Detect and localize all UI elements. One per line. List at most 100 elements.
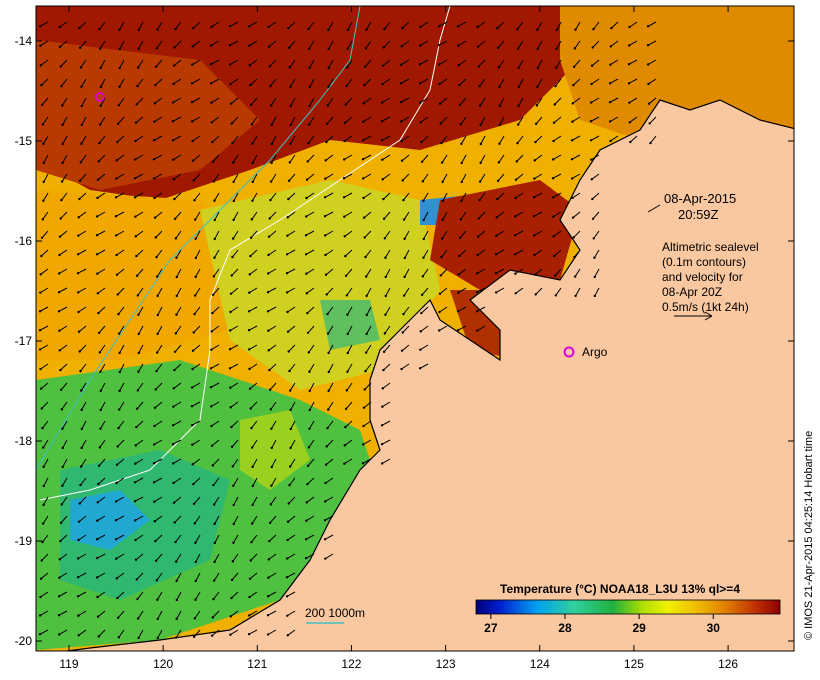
- velocity-arrow: [136, 572, 144, 580]
- velocity-arrow: [213, 496, 220, 505]
- velocity-arrow: [194, 515, 201, 524]
- velocity-arrow: [286, 591, 296, 597]
- velocity-arrow: [172, 458, 182, 464]
- velocity-arrow-head: [136, 389, 140, 392]
- velocity-arrow: [308, 439, 315, 448]
- velocity-arrow: [193, 477, 201, 485]
- velocity-arrow-head: [402, 312, 405, 316]
- velocity-arrow-head: [38, 348, 42, 351]
- velocity-arrow-head: [286, 634, 289, 637]
- velocity-arrow: [325, 173, 334, 180]
- velocity-arrow: [229, 21, 239, 27]
- velocity-arrow: [81, 439, 87, 449]
- velocity-arrow-head: [456, 329, 460, 332]
- velocity-arrow-head: [286, 234, 289, 237]
- velocity-arrow-head: [364, 255, 367, 259]
- velocity-arrow: [119, 344, 125, 354]
- velocity-arrow-head: [78, 197, 81, 201]
- velocity-arrow: [287, 306, 296, 313]
- velocity-arrow: [590, 97, 600, 103]
- velocity-arrow-head: [304, 538, 308, 541]
- velocity-arrow: [326, 116, 334, 125]
- velocity-arrow-head: [553, 254, 556, 258]
- velocity-arrow-head: [399, 120, 403, 123]
- velocity-arrow-head: [250, 426, 253, 430]
- velocity-arrow: [232, 154, 239, 163]
- velocity-arrow: [175, 629, 182, 638]
- velocity-arrow-head: [135, 407, 139, 410]
- velocity-arrow: [648, 97, 657, 105]
- velocity-arrow-head: [498, 104, 501, 108]
- velocity-arrow-head: [190, 101, 194, 104]
- velocity-arrow-head: [76, 595, 80, 598]
- velocity-arrow-head: [154, 83, 157, 87]
- velocity-arrow: [191, 97, 201, 103]
- velocity-arrow: [270, 401, 277, 410]
- velocity-arrow: [42, 534, 49, 543]
- velocity-arrow-head: [114, 500, 118, 503]
- x-tick-label: 120: [153, 657, 173, 671]
- velocity-arrow-head: [324, 463, 328, 466]
- velocity-arrow: [288, 496, 296, 504]
- velocity-arrow-head: [533, 273, 537, 276]
- velocity-arrow: [381, 420, 391, 426]
- velocity-arrow-head: [305, 178, 309, 181]
- velocity-arrow: [306, 496, 315, 503]
- velocity-arrow-head: [76, 253, 80, 256]
- velocity-arrow-head: [115, 577, 118, 580]
- velocity-arrow-head: [403, 237, 406, 241]
- velocity-arrow-head: [399, 101, 403, 104]
- velocity-arrow-head: [98, 446, 102, 449]
- velocity-arrow-head: [153, 424, 156, 428]
- velocity-arrow-head: [478, 180, 482, 183]
- velocity-arrow-head: [154, 388, 157, 391]
- velocity-arrow-head: [76, 291, 80, 294]
- velocity-arrow: [594, 287, 600, 297]
- velocity-arrow: [211, 97, 220, 104]
- velocity-arrow: [59, 230, 68, 238]
- velocity-arrow: [58, 287, 68, 293]
- velocity-arrow: [345, 249, 353, 257]
- velocity-arrow: [401, 135, 410, 142]
- velocity-arrow: [137, 287, 144, 296]
- velocity-arrow: [535, 116, 543, 125]
- velocity-arrow: [534, 268, 543, 276]
- velocity-arrow-head: [422, 218, 425, 222]
- velocity-arrow-head: [247, 310, 251, 313]
- velocity-arrow-head: [194, 256, 198, 260]
- velocity-arrow-head: [115, 159, 118, 162]
- velocity-arrow-head: [422, 237, 425, 241]
- velocity-arrow: [229, 40, 239, 46]
- velocity-arrow: [346, 382, 353, 391]
- velocity-arrow: [193, 496, 201, 505]
- velocity-arrow: [97, 515, 106, 522]
- velocity-arrow-head: [381, 178, 384, 181]
- velocity-arrow: [39, 306, 49, 312]
- velocity-arrow: [609, 78, 619, 84]
- velocity-arrow: [533, 230, 543, 236]
- velocity-arrow-head: [57, 272, 61, 275]
- velocity-arrow: [267, 287, 277, 293]
- velocity-arrow: [364, 230, 372, 238]
- velocity-arrow-head: [247, 614, 251, 617]
- velocity-arrow: [270, 420, 277, 430]
- velocity-arrow: [135, 458, 144, 465]
- velocity-arrow-head: [438, 310, 441, 314]
- velocity-arrow: [248, 325, 258, 331]
- velocity-arrow: [41, 553, 49, 561]
- velocity-arrow: [116, 553, 125, 560]
- velocity-arrow: [78, 230, 87, 237]
- velocity-arrow: [62, 154, 68, 164]
- velocity-arrow-head: [38, 614, 42, 617]
- velocity-arrow: [287, 515, 296, 523]
- velocity-arrow: [458, 268, 467, 275]
- velocity-arrow: [174, 363, 182, 371]
- velocity-arrow-head: [193, 617, 197, 620]
- velocity-arrow-head: [287, 179, 291, 182]
- velocity-arrow-head: [191, 463, 194, 466]
- velocity-arrow-head: [288, 66, 292, 69]
- velocity-arrow: [80, 458, 87, 467]
- velocity-arrow-head: [194, 560, 197, 564]
- velocity-arrow: [81, 420, 87, 430]
- velocity-arrow: [98, 629, 106, 637]
